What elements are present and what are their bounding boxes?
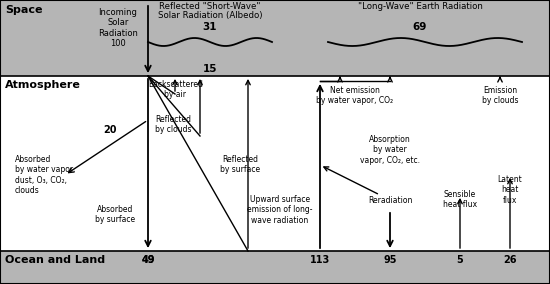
Text: Sensible
heat flux: Sensible heat flux [443,190,477,209]
Text: Ocean and Land: Ocean and Land [5,255,105,265]
Text: 26: 26 [503,255,517,265]
Text: Reflected
by clouds: Reflected by clouds [155,115,191,134]
Text: Reradiation: Reradiation [368,196,412,205]
Text: Reflected
by surface: Reflected by surface [220,155,260,174]
Bar [0,76,550,251]
Text: Space: Space [5,5,42,15]
Text: 113: 113 [310,255,330,265]
Text: 49: 49 [141,255,155,265]
Text: 5: 5 [456,255,463,265]
Text: Absorption
by water
vapor, CO₂, etc.: Absorption by water vapor, CO₂, etc. [360,135,420,165]
Text: Incoming
Solar
Radiation
100: Incoming Solar Radiation 100 [98,8,138,48]
Text: Absorbed
by surface: Absorbed by surface [95,205,135,224]
Text: 69: 69 [413,22,427,32]
Text: "Long-Wave" Earth Radiation: "Long-Wave" Earth Radiation [358,2,482,11]
Text: Solar Radiation (Albedo): Solar Radiation (Albedo) [158,11,262,20]
Text: 49: 49 [141,255,155,265]
Text: 95: 95 [383,255,397,265]
Text: Upward surface
emission of long-
wave radiation: Upward surface emission of long- wave ra… [248,195,313,225]
Text: 31: 31 [203,22,217,32]
Bar [0,251,550,284]
Bar [0,0,550,76]
Text: Absorbed
by water vapor,
dust, O₃, CO₂,
clouds: Absorbed by water vapor, dust, O₃, CO₂, … [15,155,75,195]
Text: Reflected "Short-Wave": Reflected "Short-Wave" [160,2,261,11]
Text: Atmosphere: Atmosphere [5,80,81,90]
Text: Backscattered
by air: Backscattered by air [148,80,203,99]
Text: Emission
by clouds: Emission by clouds [482,86,518,105]
Text: Net emission
by water vapor, CO₂: Net emission by water vapor, CO₂ [316,86,394,105]
Text: 15: 15 [203,64,217,74]
Text: Latent
heat
flux: Latent heat flux [498,175,522,205]
Text: 20: 20 [103,125,117,135]
